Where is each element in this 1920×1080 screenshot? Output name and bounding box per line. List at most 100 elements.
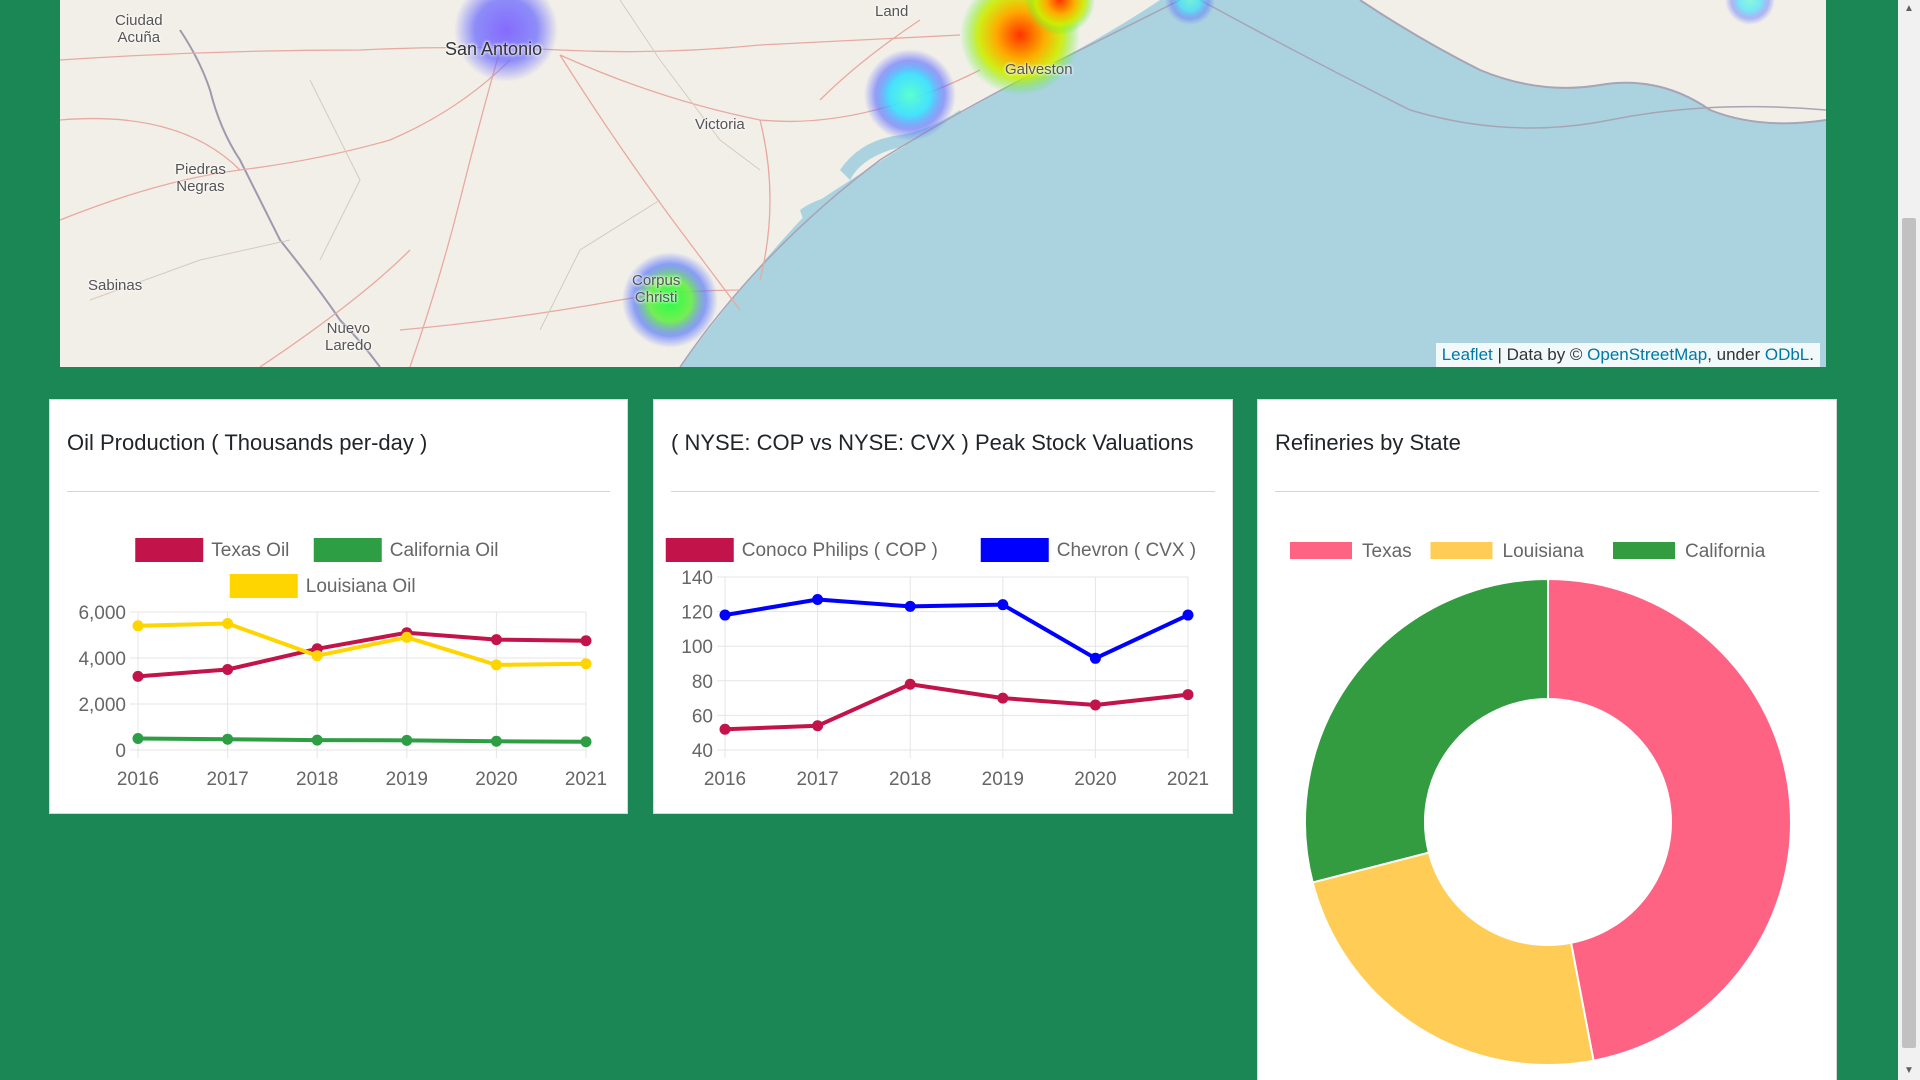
- data-point: [222, 664, 234, 675]
- card-title: ( NYSE: COP vs NYSE: CVX ) Peak Stock Va…: [671, 430, 1194, 455]
- refineries-donut-chart[interactable]: Texas Louisiana California: [1258, 400, 1838, 1080]
- y-tick-label: 40: [692, 741, 713, 762]
- series-line: [137, 736, 587, 744]
- x-tick-label: 2018: [889, 769, 931, 790]
- y-tick-label: 2,000: [78, 695, 126, 716]
- series-line: [137, 630, 587, 679]
- x-tick-label: 2018: [296, 769, 338, 790]
- legend-label: Louisiana: [1503, 541, 1585, 562]
- data-point: [997, 599, 1009, 611]
- y-tick-label: 0: [115, 741, 126, 762]
- data-point: [490, 735, 502, 747]
- stock-valuations-card: ( NYSE: COP vs NYSE: CVX ) Peak Stock Va…: [653, 399, 1233, 814]
- data-point: [401, 631, 413, 643]
- legend-swatch: [1430, 542, 1493, 559]
- x-tick-label: 2020: [1074, 769, 1116, 790]
- scrollbar-thumb[interactable]: [1902, 218, 1916, 1048]
- y-tick-label: 140: [681, 568, 713, 589]
- legend-label: Louisiana Oil: [306, 576, 416, 597]
- data-point: [1182, 609, 1194, 621]
- x-tick-label: 2016: [117, 769, 159, 790]
- data-point: [1089, 699, 1101, 711]
- map-place-label: San Antonio: [445, 39, 543, 59]
- legend-label: Chevron ( CVX ): [1057, 540, 1196, 561]
- x-tick-label: 2016: [704, 769, 746, 790]
- y-tick-label: 100: [681, 637, 713, 658]
- data-point: [904, 600, 916, 612]
- card-divider: [1275, 491, 1819, 492]
- refineries-card: Refineries by State Texas Louisiana Califo…: [1257, 399, 1837, 1080]
- legend-swatch: [1290, 542, 1352, 559]
- map-place-label: Ciudad Acuña: [115, 12, 163, 46]
- attribution-text: | Data by ©: [1492, 345, 1588, 364]
- y-tick-label: 4,000: [78, 649, 126, 670]
- donut-slice: [1547, 577, 1792, 1062]
- x-tick-label: 2019: [982, 769, 1024, 790]
- data-point: [812, 720, 824, 732]
- legend-label: Texas: [1362, 541, 1412, 562]
- data-point: [1089, 652, 1101, 664]
- data-point: [812, 593, 824, 605]
- legend-swatch: [313, 538, 382, 562]
- x-tick-label: 2021: [565, 769, 607, 790]
- heatmap-map[interactable]: Ciudad Acuña San Antonio Land Galveston …: [60, 0, 1826, 367]
- openstreetmap-link[interactable]: OpenStreetMap: [1587, 345, 1708, 364]
- card-title: Refineries by State: [1275, 430, 1461, 455]
- page-scrollbar[interactable]: ▲ ▼: [1898, 0, 1920, 1080]
- data-point: [1182, 689, 1194, 701]
- card-divider: [671, 491, 1215, 492]
- leaflet-link[interactable]: Leaflet: [1441, 345, 1493, 364]
- map-place-label: Piedras Negras: [175, 161, 226, 195]
- data-point: [719, 723, 731, 735]
- x-tick-label: 2017: [206, 769, 248, 790]
- data-point: [222, 733, 234, 745]
- map-place-label: Corpus Christi: [632, 272, 681, 306]
- odbl-link[interactable]: ODbL: [1764, 345, 1810, 364]
- legend-label: California: [1685, 541, 1766, 562]
- y-tick-label: 80: [692, 672, 713, 693]
- legend-label: California Oil: [390, 540, 499, 561]
- legend-swatch: [1613, 542, 1675, 559]
- stock-valuations-chart[interactable]: Conoco Philips ( COP ) Chevron ( CVX ) 140…: [654, 400, 1234, 815]
- series-line: [724, 682, 1189, 732]
- legend-label: Conoco Philips ( COP ): [742, 540, 938, 561]
- x-tick-label: 2020: [475, 769, 517, 790]
- map-place-label: Land: [875, 3, 909, 20]
- y-tick-label: 60: [692, 706, 713, 727]
- card-title: Oil Production ( Thousands per-day ): [67, 430, 428, 455]
- data-point: [132, 733, 144, 744]
- legend-label: Texas Oil: [211, 540, 289, 561]
- donut-slice: [1311, 851, 1595, 1066]
- data-point: [490, 634, 502, 646]
- data-point: [132, 670, 144, 682]
- legend-swatch: [229, 574, 298, 598]
- map-attribution: Leaflet | Data by © OpenStreetMap, under…: [1435, 343, 1820, 367]
- y-tick-label: 6,000: [78, 603, 126, 624]
- data-point: [719, 609, 731, 621]
- map-place-label: Nuevo Laredo: [325, 320, 372, 354]
- scroll-up-icon[interactable]: ▲: [1904, 3, 1914, 14]
- map-tiles: [60, 0, 1826, 367]
- series-line: [137, 621, 587, 667]
- oil-production-chart[interactable]: Texas Oil California Oil Louisiana Oil 6,00…: [50, 400, 629, 815]
- map-place-label: Sabinas: [88, 277, 143, 294]
- attribution-text: .: [1809, 345, 1814, 364]
- legend-swatch: [980, 538, 1049, 562]
- map-place-label: Victoria: [695, 116, 745, 133]
- scroll-down-icon[interactable]: ▼: [1904, 1065, 1914, 1076]
- series-line: [724, 597, 1189, 661]
- legend-swatch: [665, 538, 734, 562]
- donut-slice: [1304, 577, 1549, 884]
- data-point: [490, 659, 502, 671]
- data-point: [222, 618, 234, 629]
- data-point: [904, 678, 916, 690]
- map-place-label: Galveston: [1005, 61, 1073, 78]
- x-tick-label: 2017: [796, 769, 838, 790]
- data-point: [580, 635, 592, 647]
- card-divider: [67, 491, 610, 492]
- x-tick-label: 2019: [386, 769, 428, 790]
- data-point: [580, 658, 592, 670]
- data-point: [132, 620, 144, 632]
- data-point: [580, 736, 592, 748]
- data-point: [997, 692, 1009, 704]
